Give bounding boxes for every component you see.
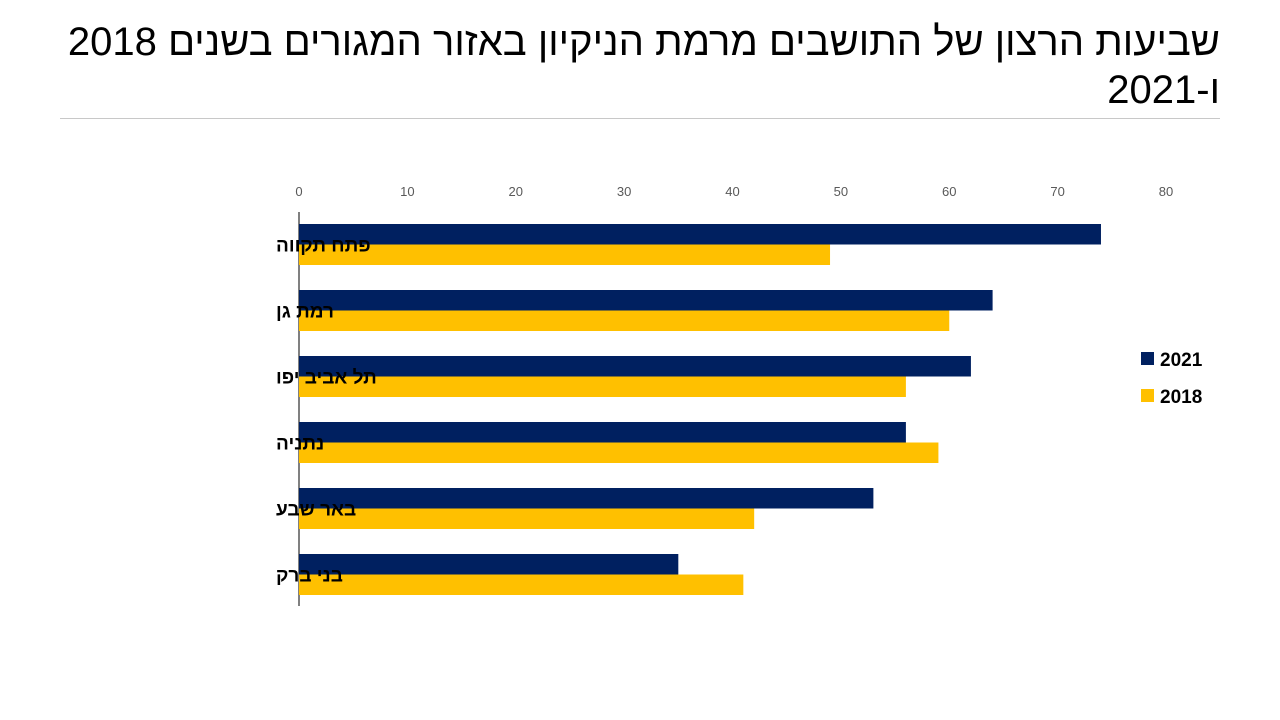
x-tick-label: 60 — [942, 184, 956, 199]
bar-2018 — [299, 244, 831, 265]
legend: 2021 2018 — [1141, 350, 1203, 408]
bar-2018 — [299, 508, 755, 529]
category-label: פתח תקווה — [276, 236, 371, 257]
legend-swatch — [1141, 352, 1154, 365]
x-tick-label: 20 — [509, 184, 523, 199]
bar-2018 — [299, 376, 906, 397]
x-tick-label: 50 — [834, 184, 848, 199]
x-axis-ticks: 0 10 20 30 40 50 60 70 80 — [295, 184, 1173, 199]
x-tick-label: 0 — [295, 184, 302, 199]
bar-2018 — [299, 574, 744, 595]
bar-2021 — [299, 356, 971, 377]
x-tick-label: 70 — [1050, 184, 1064, 199]
x-tick-label: 30 — [617, 184, 631, 199]
x-tick-label: 80 — [1159, 184, 1173, 199]
bar-2021 — [299, 224, 1101, 245]
category-label: בני ברק — [276, 566, 343, 587]
title-divider — [60, 118, 1220, 119]
category-label: רמת גן — [276, 302, 334, 323]
bar-2021 — [299, 422, 906, 443]
legend-label: 2021 — [1160, 350, 1203, 371]
category-labels: פתח תקווה רמת גן תל אביב יפו נתניה באר שבע בנ… — [276, 236, 377, 587]
legend-label: 2018 — [1160, 387, 1202, 408]
bar-2018 — [299, 310, 950, 331]
bar-2018 — [299, 442, 939, 463]
x-tick-label: 40 — [725, 184, 739, 199]
category-label: באר שבע — [276, 500, 356, 521]
bar-2021 — [299, 290, 993, 311]
legend-swatch — [1141, 389, 1154, 402]
bar-2021 — [299, 488, 874, 509]
x-tick-label: 10 — [400, 184, 414, 199]
page-title: שביעות הרצון של התושבים מרמת הניקיון באז… — [67, 20, 1220, 112]
bars — [299, 224, 1101, 595]
bar-2021 — [299, 554, 679, 575]
category-label: תל אביב יפו — [276, 368, 377, 389]
category-label: נתניה — [276, 434, 324, 455]
